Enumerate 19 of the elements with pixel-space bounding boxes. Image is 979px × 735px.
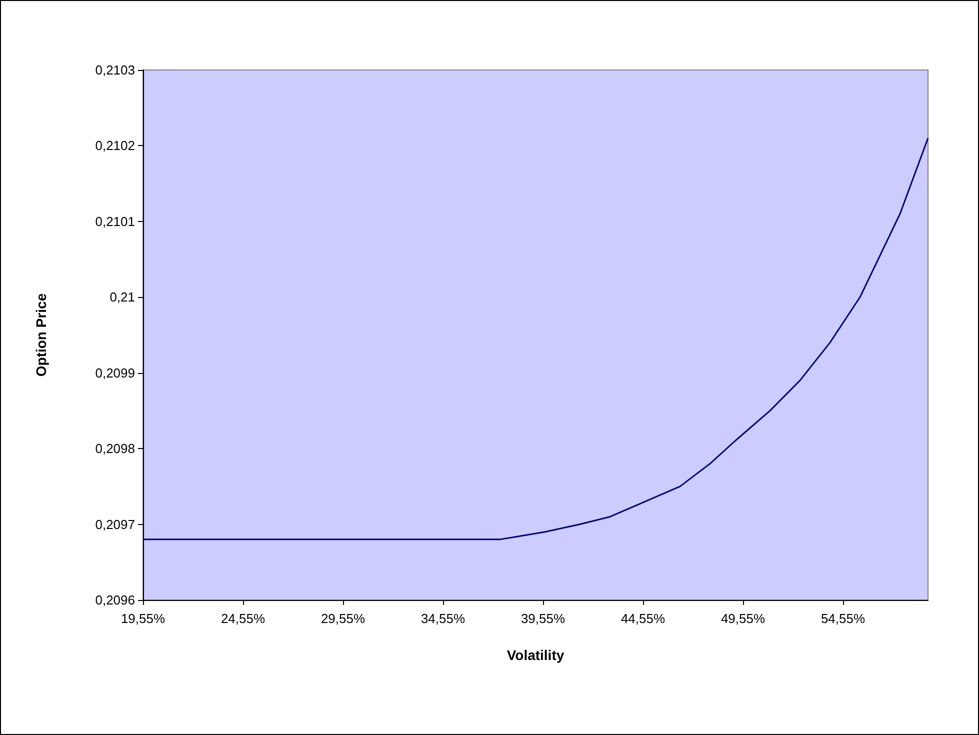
x-tick-label: 29,55%	[320, 611, 366, 626]
x-tick-label: 24,55%	[220, 611, 266, 626]
y-tick-label: 0,2101	[95, 214, 135, 229]
y-tick-label: 0,2102	[95, 138, 135, 154]
x-tick-label: 19,55%	[120, 611, 166, 626]
y-tick-label: 0,2097	[95, 516, 135, 532]
x-tick-label: 49,55%	[720, 611, 766, 626]
x-tick-label: 34,55%	[420, 611, 466, 626]
x-axis-title: Volatility	[506, 647, 564, 663]
x-tick-label: 54,55%	[820, 611, 866, 626]
line-series	[142, 137, 929, 540]
y-tick-label: 0,21	[110, 290, 135, 305]
x-tick-label: 44,55%	[620, 611, 666, 626]
y-tick-label: 0,2098	[95, 441, 135, 456]
y-tick-label: 0,2099	[95, 365, 135, 380]
y-tick-label: 0,2103	[95, 62, 135, 78]
y-axis-title: Option Price	[33, 293, 49, 377]
x-tick-label: 39,55%	[520, 611, 566, 626]
y-tick-label: 0,2096	[95, 592, 135, 608]
